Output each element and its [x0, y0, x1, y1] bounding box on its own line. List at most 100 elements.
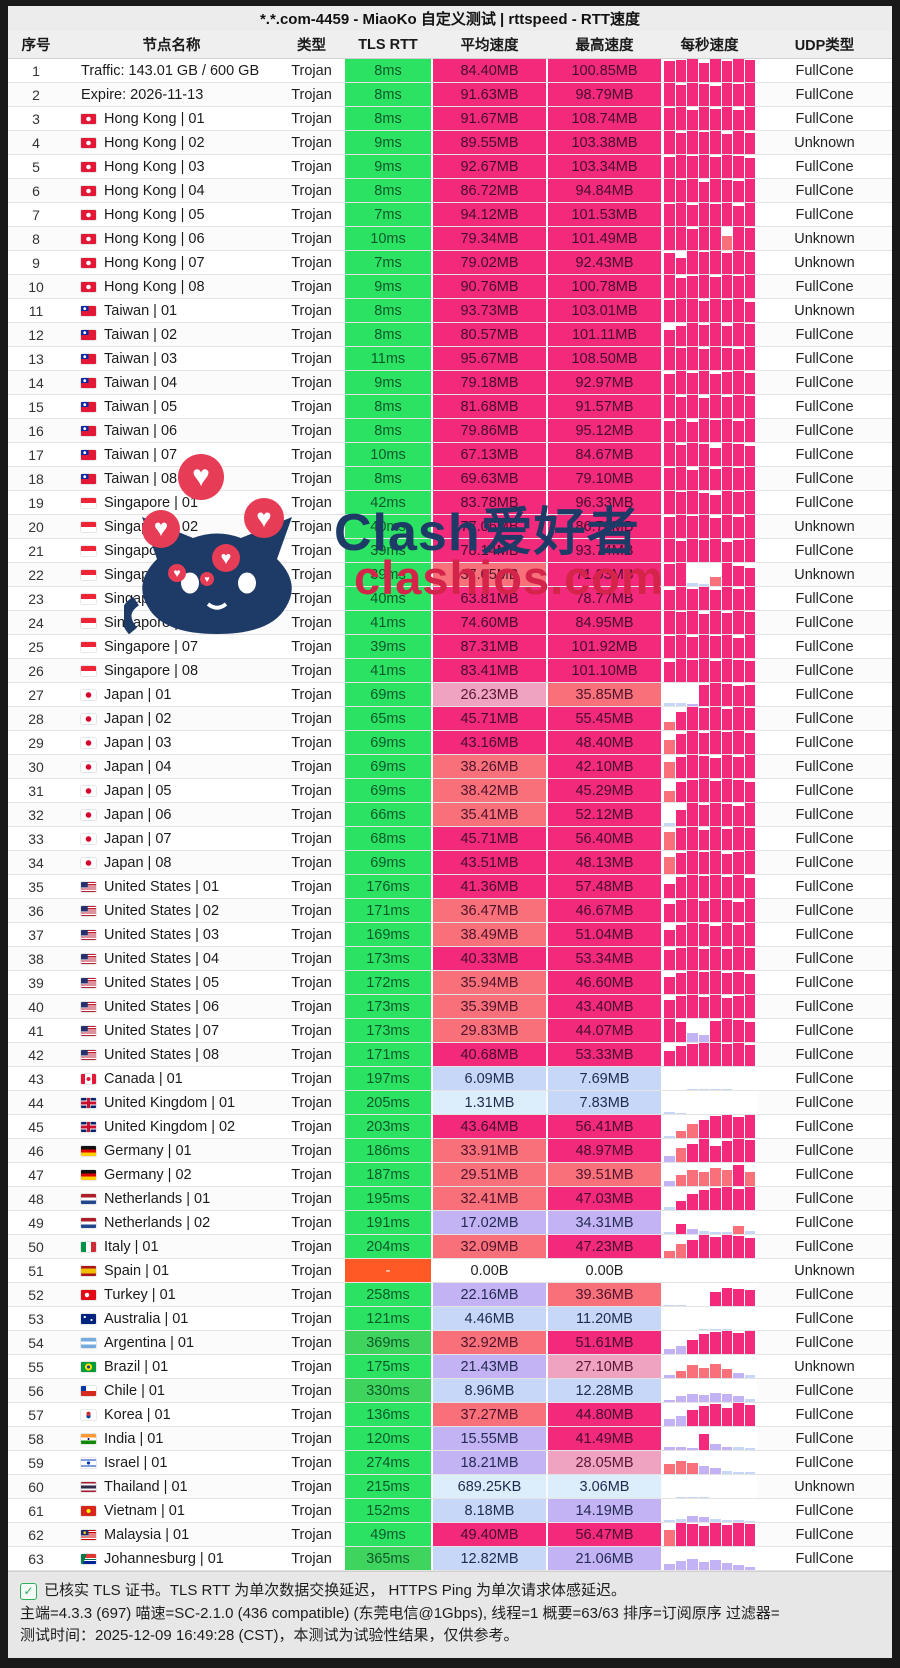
speed-bar — [687, 1089, 698, 1090]
speed-bar — [675, 541, 686, 562]
speed-bar — [698, 852, 709, 874]
avg-speed-cell: 43.64MB — [432, 1115, 547, 1139]
speed-bar — [698, 419, 709, 442]
speed-bar — [698, 203, 709, 226]
node-type: Trojan — [291, 1286, 332, 1303]
max-speed: 103.34MB — [548, 155, 661, 178]
speed-bar — [721, 515, 732, 538]
tls-rtt: 197ms — [345, 1067, 431, 1090]
th-flag-icon — [81, 1481, 96, 1492]
tls-rtt: 8ms — [345, 419, 431, 442]
speed-bar — [744, 878, 755, 898]
us-flag-icon — [81, 1049, 96, 1060]
sg-flag-icon — [81, 617, 96, 628]
speed-bar — [698, 635, 709, 658]
speed-bar — [664, 1529, 675, 1546]
per-second-speed-chart — [662, 611, 757, 635]
speed-bar — [664, 790, 675, 802]
speed-bar — [733, 685, 744, 706]
tw-flag-icon — [81, 329, 96, 340]
max-speed-cell: 103.34MB — [547, 155, 662, 179]
avg-speed-cell: 45.71MB — [432, 707, 547, 731]
tls-rtt: 9ms — [345, 371, 431, 394]
node-name: Japan | 04 — [104, 758, 172, 775]
udp-type: FullCone — [795, 422, 854, 439]
speed-bar — [698, 685, 709, 706]
max-speed-cell: 34.31MB — [547, 1211, 662, 1235]
max-speed: 96.33MB — [548, 491, 661, 514]
column-header-3: TLS RTT — [344, 31, 432, 59]
speed-bar — [710, 1167, 721, 1186]
speed-bar — [698, 1367, 709, 1378]
per-second-speed-chart — [662, 1019, 757, 1043]
speed-bar — [710, 1518, 721, 1522]
speed-bar — [698, 1190, 709, 1210]
footer-engine-info: 主端=4.3.3 (697) 喵速=SC-2.1.0 (436 compatib… — [20, 1604, 780, 1622]
speed-bar — [675, 877, 686, 898]
speed-bar — [733, 1236, 744, 1258]
tls-rtt: 10ms — [345, 227, 431, 250]
speed-bar — [721, 997, 732, 1018]
node-type: Trojan — [291, 1070, 332, 1087]
speed-bar — [698, 613, 709, 634]
speed-bar — [744, 635, 755, 658]
per-second-speed-chart — [662, 755, 757, 779]
speed-bar — [733, 1117, 744, 1138]
speed-bar — [744, 1447, 755, 1450]
speed-bar — [687, 251, 698, 274]
max-speed-cell: 51.61MB — [547, 1331, 662, 1355]
max-speed: 101.92MB — [548, 635, 661, 658]
speed-bar — [733, 1288, 744, 1306]
tls-rtt: 258ms — [345, 1283, 431, 1306]
speed-bar — [710, 1523, 721, 1546]
node-name-cell: Singapore | 02 — [64, 515, 279, 539]
per-second-speed-chart — [662, 875, 757, 899]
speed-bar — [675, 1244, 686, 1258]
speed-bar — [744, 1472, 755, 1474]
speed-bar — [710, 576, 721, 586]
table-row: 3 Hong Kong | 01 Trojan 8ms 91.67MB 108.74MB F… — [8, 107, 892, 131]
speed-bar — [675, 299, 686, 322]
speed-bar — [698, 779, 709, 802]
table-row: 38 United States | 04 Trojan 173ms 40.33MB 53… — [8, 946, 892, 971]
speed-bar — [721, 275, 732, 298]
uk-flag-icon — [81, 1097, 96, 1108]
speed-bar — [710, 347, 721, 370]
speed-bar — [710, 925, 721, 946]
jp-flag-icon — [81, 809, 96, 820]
speed-bar — [733, 299, 744, 322]
node-name: United States | 04 — [104, 950, 220, 967]
speed-bar — [698, 1035, 709, 1042]
max-speed-cell: 103.01MB — [547, 299, 662, 323]
udp-type: FullCone — [795, 86, 854, 103]
udp-type: FullCone — [795, 446, 854, 463]
tls-rtt-cell: 365ms — [344, 1547, 432, 1571]
speed-bar — [675, 1518, 686, 1522]
avg-speed: 79.34MB — [433, 227, 546, 250]
node-name-cell: United Kingdom | 01 — [64, 1091, 279, 1115]
row-index: 2 — [32, 86, 40, 103]
column-header-2: 类型 — [279, 31, 344, 59]
tls-rtt: 9ms — [345, 155, 431, 178]
verified-check-icon: ✓ — [20, 1582, 37, 1600]
speed-bar — [733, 589, 744, 610]
speed-bar — [721, 300, 732, 322]
avg-speed: 79.02MB — [433, 251, 546, 274]
node-name: Singapore | 02 — [104, 518, 199, 535]
speed-bar — [675, 1022, 686, 1042]
tw-flag-icon — [81, 449, 96, 460]
speed-bar — [698, 829, 709, 850]
node-name-cell: Japan | 08 — [64, 851, 279, 875]
row-index: 24 — [28, 614, 44, 631]
udp-type: FullCone — [795, 470, 854, 487]
hk-flag-icon — [81, 137, 96, 148]
per-second-speed-chart — [662, 323, 757, 347]
speed-bar — [721, 684, 732, 706]
tls-rtt-cell: 120ms — [344, 1427, 432, 1451]
node-name-cell: Singapore | 07 — [64, 635, 279, 659]
max-speed-cell: 11.20MB — [547, 1307, 662, 1331]
node-name-cell: United States | 02 — [64, 899, 279, 923]
max-speed-cell: 78.77MB — [547, 587, 662, 611]
row-index: 36 — [28, 902, 44, 919]
speed-bar — [698, 1406, 709, 1426]
